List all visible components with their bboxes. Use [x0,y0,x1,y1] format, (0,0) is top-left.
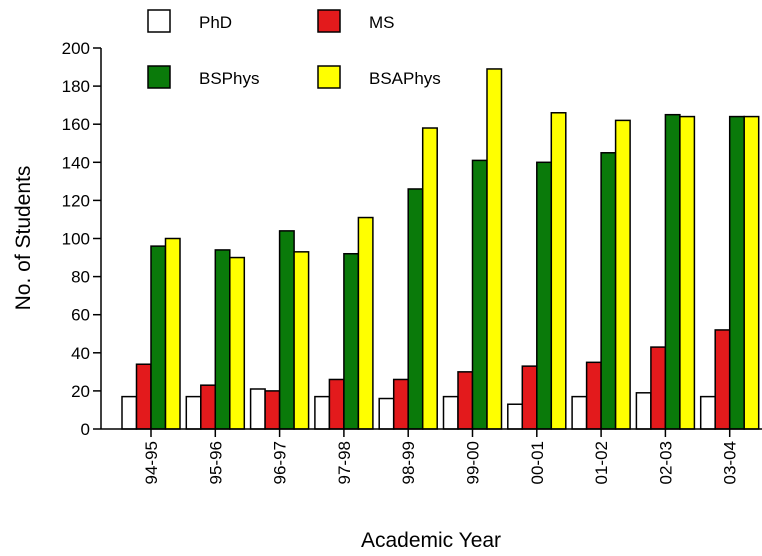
bar-phd-96-97 [249,388,266,430]
bar-ms-94-95 [135,363,152,430]
y-tick-label: 120 [62,191,90,210]
bar-bsphys-99-00 [471,159,488,430]
x-tick-label: 96-97 [271,441,290,484]
bar-phd-00-01 [507,403,524,430]
legend-swatch-bsaphys [317,65,341,89]
legend-label-bsaphys: BSAPhys [369,69,441,88]
x-axis-label: Academic Year [361,529,501,552]
y-tick-label: 200 [62,39,90,58]
bar-bsaphys-00-01 [550,112,567,430]
bar-ms-97-98 [328,378,345,430]
bar-phd-95-96 [185,395,202,430]
bar-ms-95-96 [200,384,217,430]
bar-bsaphys-99-00 [486,68,503,430]
x-axis: 94-95 95-96 96-97 97-98 98-99 99-00 00-01 01-02… [101,428,762,484]
y-tick-label: 40 [71,344,90,363]
bar-bsaphys-96-97 [293,251,310,430]
bar-bsphys-03-04 [728,115,745,430]
bars [121,68,760,430]
bar-ms-96-97 [264,390,281,430]
y-tick-label: 100 [62,230,90,249]
legend-label-phd: PhD [199,13,232,32]
bar-bsphys-02-03 [664,113,681,430]
bar-bsaphys-01-02 [614,119,631,430]
y-tick-label: 140 [62,153,90,172]
legend-label-bsphys: BSPhys [199,69,259,88]
x-tick-label: 01-02 [592,441,611,484]
bar-phd-99-00 [442,395,459,430]
bar-bsphys-94-95 [150,245,167,430]
x-tick-label: 03-04 [721,441,740,484]
legend-swatch-ms [317,9,341,33]
legend-label-ms: MS [369,13,395,32]
x-tick-label: 97-98 [335,441,354,484]
bar-bsphys-98-99 [407,188,424,430]
bar-ms-98-99 [392,378,409,430]
bar-ms-03-04 [714,329,731,430]
bar-bsaphys-03-04 [743,115,760,430]
bar-bsphys-00-01 [536,161,553,430]
bar-bsaphys-95-96 [229,256,246,430]
bar-bsphys-96-97 [278,230,295,430]
bar-phd-98-99 [378,397,395,430]
y-tick-label: 20 [71,382,90,401]
bar-phd-02-03 [635,392,652,430]
y-tick-label: 60 [71,306,90,325]
y-tick-label: 160 [62,115,90,134]
bar-bsaphys-94-95 [164,237,181,430]
bar-ms-99-00 [457,371,474,430]
legend-swatch-phd [147,9,171,33]
y-tick-label: 180 [62,77,90,96]
bar-bsphys-97-98 [343,252,360,430]
x-tick-label: 94-95 [142,441,161,484]
y-tick-label: 0 [81,420,90,439]
x-tick-label: 98-99 [399,441,418,484]
bar-phd-94-95 [121,395,138,430]
x-tick-label: 95-96 [206,441,225,484]
bar-phd-03-04 [699,395,716,430]
bar-bsaphys-02-03 [679,115,696,430]
legend: PhD MS BSPhys BSAPhys [147,9,441,89]
bar-ms-01-02 [585,361,602,430]
bar-phd-01-02 [571,395,588,430]
x-tick-label: 02-03 [656,441,675,484]
bar-phd-97-98 [314,395,331,430]
bar-bsphys-95-96 [214,249,231,430]
y-axis: 0 20 40 60 80 100 120 140 160 180 200 [62,39,102,439]
y-tick-label: 80 [71,268,90,287]
bar-bsaphys-97-98 [357,216,374,430]
x-tick-label: 99-00 [464,441,483,484]
bar-ms-00-01 [521,365,538,430]
x-tick-label: 00-01 [528,441,547,484]
bar-ms-02-03 [650,346,667,430]
legend-swatch-bsphys [147,65,171,89]
y-axis-label: No. of Students [12,166,35,311]
bar-bsphys-01-02 [600,152,617,430]
bar-bsaphys-98-99 [421,127,438,430]
